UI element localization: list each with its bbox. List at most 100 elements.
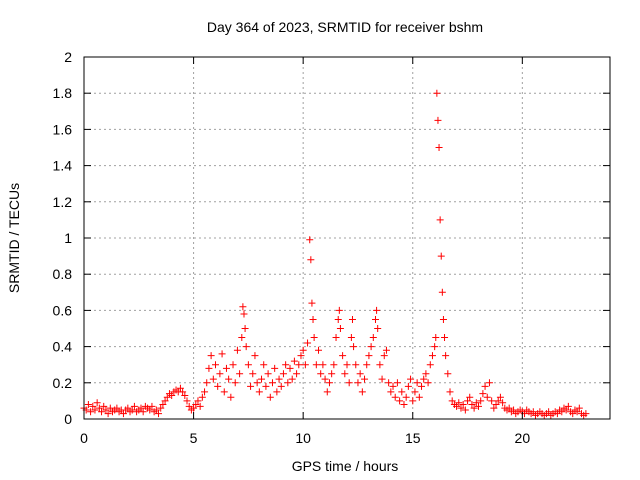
- data-point: [247, 382, 255, 390]
- data-point: [279, 370, 287, 378]
- data-point: [203, 379, 211, 387]
- data-point: [354, 379, 362, 387]
- data-point: [240, 310, 248, 318]
- data-point: [104, 410, 112, 418]
- data-point: [148, 402, 156, 410]
- data-point: [301, 361, 309, 369]
- data-point: [575, 404, 583, 412]
- data-points: [80, 89, 590, 419]
- data-point: [439, 315, 447, 323]
- data-point: [380, 352, 388, 360]
- data-point: [98, 408, 106, 416]
- y-tick-label: 1: [64, 230, 72, 246]
- data-point: [358, 388, 366, 396]
- ticks: 00.20.40.60.811.21.41.61.820 5 10 15 20: [53, 49, 610, 446]
- data-point: [273, 388, 281, 396]
- data-point: [505, 404, 513, 412]
- data-point: [157, 404, 165, 412]
- data-point: [119, 410, 127, 418]
- data-point: [352, 361, 360, 369]
- data-point: [385, 379, 393, 387]
- data-point: [545, 408, 553, 416]
- data-point: [461, 406, 469, 414]
- data-point: [444, 370, 452, 378]
- data-point: [475, 402, 482, 410]
- x-tick-label: 10: [295, 430, 311, 446]
- x-axis-label: GPS time / hours: [292, 458, 399, 474]
- data-point: [553, 410, 561, 418]
- data-point: [229, 361, 237, 369]
- data-point: [455, 399, 463, 407]
- data-point: [209, 375, 217, 383]
- data-point: [434, 116, 442, 124]
- data-point: [238, 334, 246, 342]
- data-point: [365, 352, 373, 360]
- data-point: [271, 364, 279, 372]
- data-point: [222, 364, 230, 372]
- data-point: [347, 334, 355, 342]
- data-point: [260, 361, 268, 369]
- data-point: [194, 397, 202, 405]
- data-point: [339, 352, 347, 360]
- data-point: [499, 399, 507, 407]
- data-point: [319, 361, 327, 369]
- data-point: [249, 370, 257, 378]
- data-point: [190, 404, 198, 412]
- data-point: [218, 350, 226, 358]
- data-point: [483, 393, 491, 401]
- data-point: [179, 388, 187, 396]
- data-point: [569, 410, 577, 418]
- data-point: [308, 299, 316, 307]
- data-point: [432, 334, 440, 342]
- data-point: [496, 393, 504, 401]
- data-point: [470, 404, 478, 412]
- data-point: [459, 401, 467, 409]
- data-point: [485, 379, 493, 387]
- data-point: [437, 252, 445, 260]
- data-point: [196, 402, 204, 410]
- data-point: [457, 404, 465, 412]
- data-point: [87, 408, 95, 416]
- data-point: [262, 382, 270, 390]
- data-point: [436, 216, 444, 224]
- data-point: [176, 384, 184, 392]
- data-point: [426, 361, 434, 369]
- data-point: [113, 404, 121, 412]
- data-point: [155, 410, 163, 418]
- data-point: [185, 402, 193, 410]
- data-point: [472, 399, 480, 407]
- data-point: [529, 408, 537, 416]
- data-point: [562, 406, 570, 414]
- y-tick-label: 2: [64, 49, 72, 65]
- data-point: [161, 397, 169, 405]
- data-point: [441, 334, 449, 342]
- data-point: [282, 361, 290, 369]
- data-point: [422, 370, 430, 378]
- data-point: [323, 388, 331, 396]
- data-point: [367, 343, 375, 351]
- data-point: [231, 379, 239, 387]
- data-point: [205, 364, 213, 372]
- data-point: [428, 352, 436, 360]
- data-point: [225, 375, 233, 383]
- data-point: [242, 343, 250, 351]
- data-point: [494, 397, 502, 405]
- data-point: [258, 375, 266, 383]
- data-point: [335, 306, 343, 314]
- data-point: [400, 401, 408, 409]
- data-point: [510, 406, 518, 414]
- grid: [84, 57, 610, 419]
- data-point: [396, 397, 404, 405]
- y-tick-label: 1.2: [53, 194, 73, 210]
- data-point: [139, 408, 147, 416]
- data-point: [130, 402, 138, 410]
- data-point: [251, 352, 259, 360]
- data-point: [464, 397, 472, 405]
- data-point: [332, 334, 340, 342]
- data-point: [398, 388, 406, 396]
- data-point: [468, 401, 476, 409]
- data-point: [409, 397, 417, 405]
- data-point: [91, 406, 99, 414]
